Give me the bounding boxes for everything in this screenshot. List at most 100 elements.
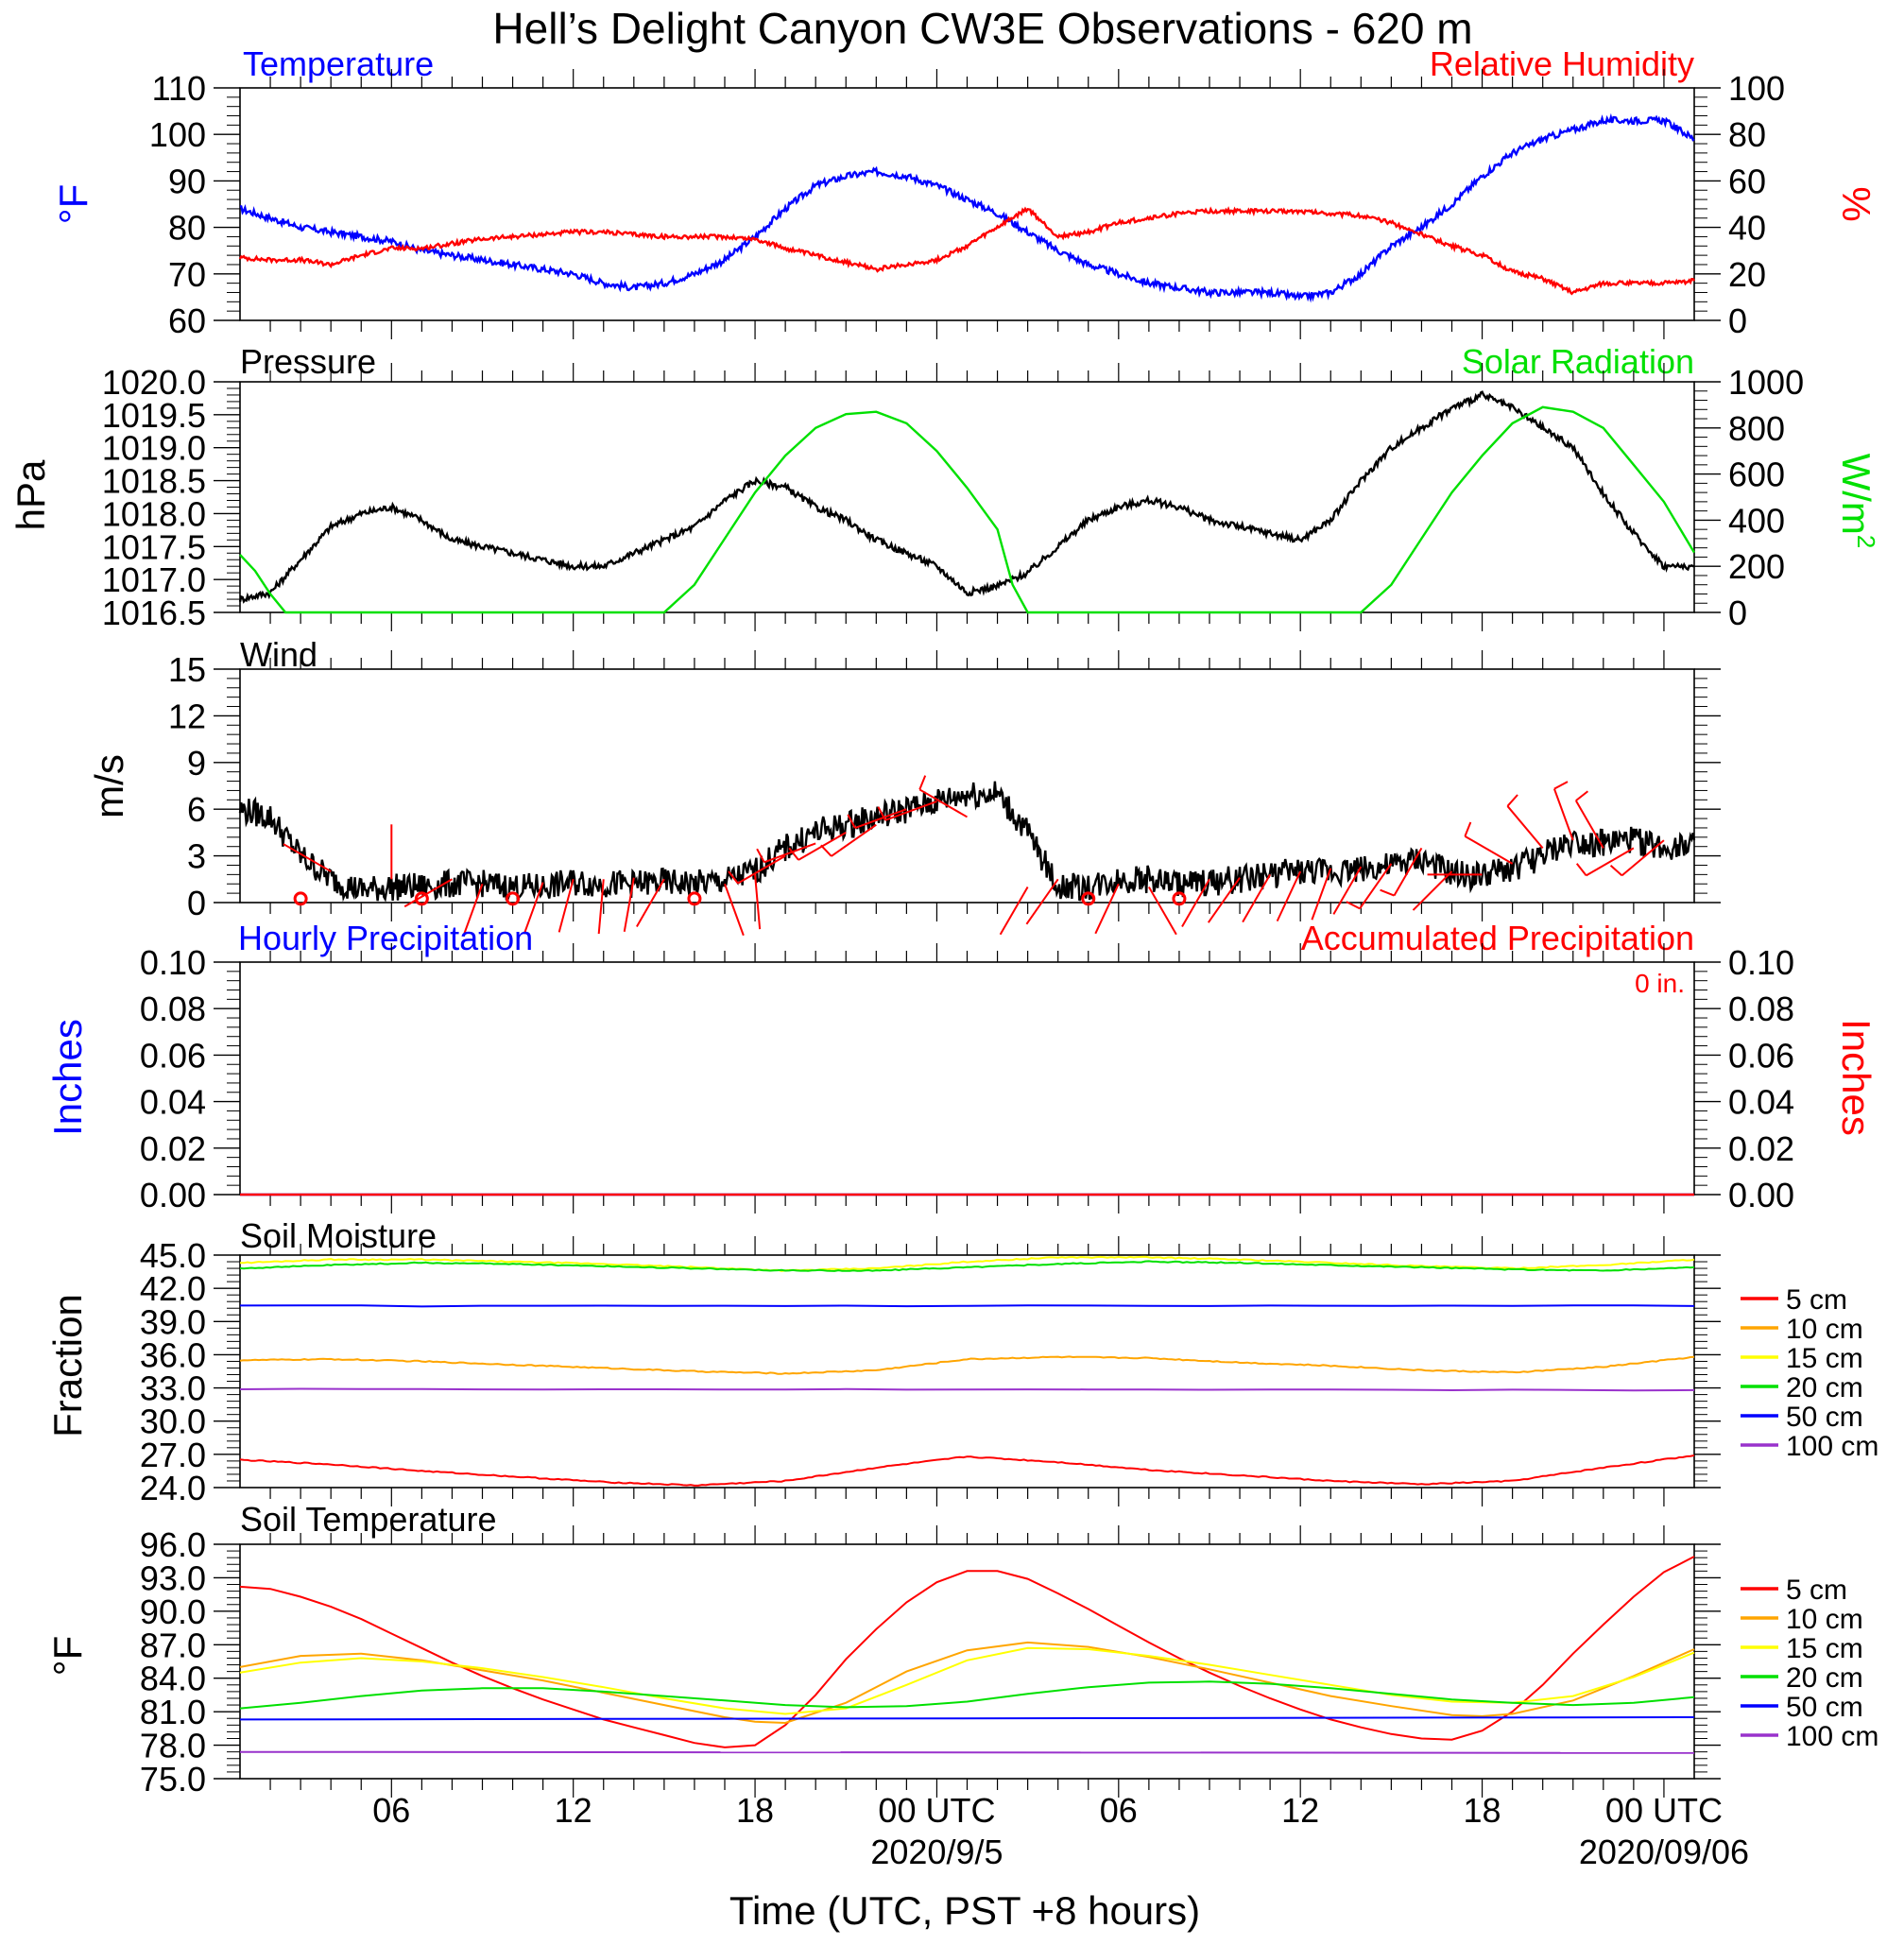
legend-label: 5 cm — [1786, 1575, 1847, 1606]
y-tick-label-left: 60 — [168, 301, 206, 340]
wind-barb — [1464, 835, 1514, 865]
precip-left-unit: Inches — [45, 1019, 90, 1136]
y-tick-label-left: 3 — [187, 837, 206, 876]
y-tick-label-left: 100 — [149, 115, 206, 154]
soil-temperature-plot: 75.078.081.084.087.090.093.096.0 — [140, 1525, 1721, 1799]
series-line-15-cm — [240, 1255, 1695, 1272]
y-tick-label-left: 15 — [168, 650, 206, 689]
pressure-unit: hPa — [9, 459, 53, 530]
y-tick-label-left: 1020.0 — [102, 363, 206, 402]
y-tick-label-left: 27.0 — [140, 1436, 206, 1474]
wind-barb — [1574, 800, 1604, 849]
wind-barb-flag — [1464, 821, 1472, 837]
wind-barb — [737, 854, 786, 885]
y-tick-label-left: 39.0 — [140, 1302, 206, 1341]
legend-label: 50 cm — [1786, 1402, 1863, 1433]
wind-barb — [1181, 878, 1210, 928]
series-line-5-cm — [239, 1454, 1695, 1487]
legend-label: 100 cm — [1786, 1721, 1878, 1752]
y-tick-label-left: 0.10 — [140, 943, 206, 982]
x-tick-label: 18 — [736, 1791, 774, 1830]
legend-label: 20 cm — [1786, 1372, 1863, 1403]
wind-barb — [403, 878, 453, 908]
y-tick-label-right: 60 — [1728, 162, 1766, 200]
wind-calm-marker — [293, 891, 308, 906]
y-tick-label-left: 75.0 — [140, 1760, 206, 1799]
wind-barb-flag — [1346, 901, 1361, 910]
wind-barb — [597, 879, 605, 935]
y-tick-label-left: 1018.0 — [102, 494, 206, 533]
wind-barb — [724, 883, 745, 937]
y-tick-label-left: 30.0 — [140, 1403, 206, 1441]
x-date-label: 2020/9/5 — [870, 1833, 1003, 1871]
wind-barb-flag — [877, 806, 886, 821]
panel-precipitation: Hourly Precipitation Accumulated Precipi… — [45, 919, 1878, 1214]
y-tick-label-right: 0.04 — [1728, 1083, 1794, 1122]
wind-barb — [1332, 866, 1363, 915]
series-line-wind — [238, 781, 1696, 903]
temperature-unit: °F — [51, 184, 95, 224]
y-tick-label-right: 200 — [1728, 547, 1785, 586]
legend-label: 10 cm — [1786, 1314, 1863, 1345]
series-line-10-cm — [239, 1355, 1695, 1375]
y-tick-label-left: 0.02 — [140, 1129, 206, 1168]
panel-soil-temperature: Soil Temperature °F 75.078.081.084.087.0… — [45, 1500, 1878, 1799]
wind-barb-flag — [756, 848, 765, 863]
y-tick-label-left: 12 — [168, 697, 206, 735]
wind-barb — [523, 882, 544, 935]
pressure-solar-plot: 1016.51017.01017.51018.01018.51019.01019… — [102, 363, 1804, 632]
y-tick-label-left: 0.00 — [140, 1176, 206, 1214]
y-tick-label-left: 1018.5 — [102, 462, 206, 501]
y-tick-label-right: 80 — [1728, 115, 1766, 154]
wind-barb — [462, 883, 484, 937]
series-line-10-cm — [239, 1641, 1695, 1725]
wind-barb-flag — [1380, 888, 1395, 897]
hourly-precip-title: Hourly Precipitation — [238, 919, 533, 957]
y-tick-label-left: 70 — [168, 255, 206, 294]
y-tick-label-left: 33.0 — [140, 1369, 206, 1408]
humidity-unit: % — [1834, 186, 1878, 221]
wind-barb-flag — [820, 844, 832, 857]
temperature-title: Temperature — [243, 44, 434, 83]
y-tick-label-right: 0.08 — [1728, 990, 1794, 1028]
solar-title: Solar Radiation — [1462, 342, 1694, 381]
x-date-label: 2020/09/06 — [1579, 1833, 1749, 1871]
y-tick-label-right: 400 — [1728, 501, 1785, 540]
x-tick-label: 06 — [372, 1791, 410, 1830]
wind-barb — [1412, 870, 1453, 911]
y-tick-label-right: 0 — [1728, 301, 1747, 340]
series-line-solar-radiation — [239, 405, 1696, 614]
soil-temperature-title: Soil Temperature — [240, 1500, 496, 1539]
wind-barb — [1393, 847, 1423, 897]
soil-temperature-unit: °F — [45, 1636, 90, 1676]
y-tick-label-left: 78.0 — [140, 1727, 206, 1765]
wind-barb — [754, 874, 762, 930]
legend-label: 10 cm — [1786, 1604, 1863, 1635]
series-line-5-cm — [239, 1556, 1695, 1748]
temperature-humidity-plot: 60 70 80 90 100 110 0 20 40 60 80 100 — [149, 69, 1785, 340]
wind-barb — [636, 878, 665, 928]
series-line-100-cm — [239, 1387, 1695, 1392]
svg-text:W/m2: W/m2 — [1834, 454, 1880, 549]
y-tick-label-right: 800 — [1728, 409, 1785, 448]
wind-barb — [557, 879, 575, 933]
wind-barb — [884, 800, 937, 821]
wind-barb — [1094, 883, 1120, 935]
wind-calm-marker — [1172, 891, 1187, 906]
y-tick-label-right: 0.06 — [1728, 1036, 1794, 1075]
y-tick-label-left: 1019.0 — [102, 429, 206, 468]
wind-barb-flag — [788, 847, 799, 861]
wind-barb — [623, 877, 635, 932]
wind-barb-flag — [1575, 790, 1589, 801]
wind-barb-flag — [847, 814, 856, 829]
accum-precip-total: 0 in. — [1635, 969, 1685, 998]
series-line-20-cm — [239, 1680, 1695, 1710]
x-tick-label: 12 — [555, 1791, 592, 1830]
y-tick-label-right: 0.00 — [1728, 1176, 1794, 1214]
wind-barb — [1506, 805, 1544, 850]
wind-barb — [1359, 863, 1393, 909]
y-tick-label-right: 0.10 — [1728, 943, 1794, 982]
panel-wind: Wind m/s 0 3 6 9 12 15 — [87, 635, 1721, 937]
